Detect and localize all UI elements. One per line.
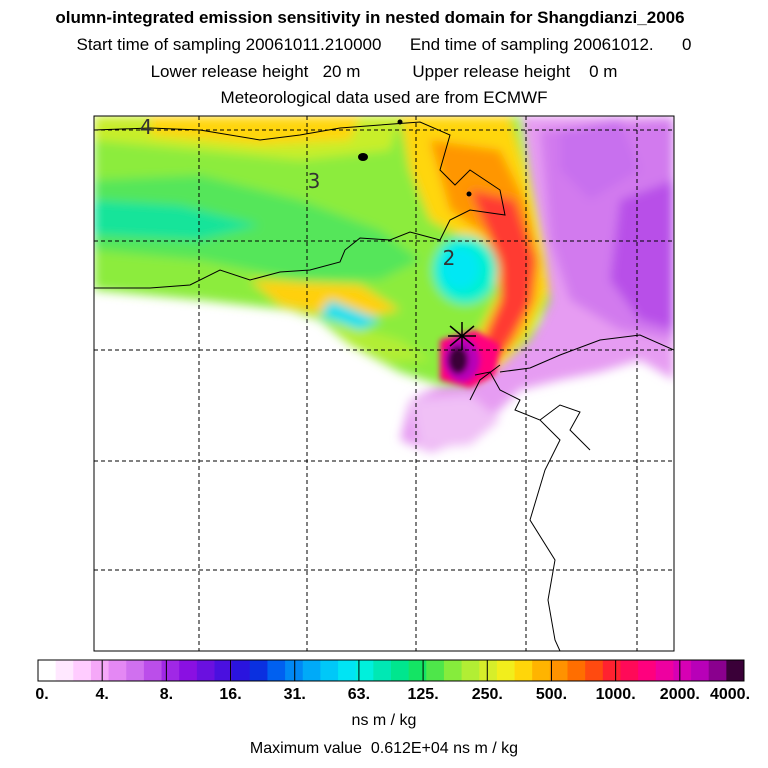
colorbar-swatch (726, 660, 745, 681)
colorbar-swatch (461, 660, 480, 681)
upper-release-value: 0 m (589, 62, 618, 81)
colorbar-tick-label: 8. (159, 686, 174, 703)
receptor-cross-icon (448, 322, 476, 350)
colorbar-swatch (143, 660, 163, 681)
maximum-value: 0.612E+04 (370, 740, 449, 757)
colorbar-tick-label: 0. (35, 686, 49, 703)
colorbar-swatch (408, 660, 427, 681)
colorbar-tick-label: 2000. (659, 686, 700, 703)
lower-release-label: Lower release height (150, 62, 309, 81)
colorbar-swatch (232, 660, 251, 681)
colorbar-swatch (108, 660, 127, 681)
colorbar-swatch (179, 660, 198, 681)
upper-release-label: Upper release height (412, 62, 571, 81)
colorbar-swatch (73, 660, 92, 681)
start-time-value: 20061011.210000 (245, 35, 382, 54)
colorbar-swatch (196, 660, 215, 681)
colorbar-frame (37, 659, 745, 682)
contour-label: 3 (308, 169, 321, 193)
colorbar-swatch (496, 660, 516, 681)
maximum-value-units: ns m / kg (453, 740, 519, 757)
colorbar-tick-label: 4000. (709, 686, 751, 703)
maximum-value-line: Maximum value 0.612E+04 ns m / kg (0, 740, 768, 758)
colorbar-swatch (638, 660, 657, 681)
colorbar-swatch (532, 660, 551, 681)
colorbar-tick-label: 63. (347, 686, 371, 703)
colorbar-swatch (126, 660, 145, 681)
maximum-value-label: Maximum value (249, 740, 362, 757)
colorbar-tick-label: 16. (219, 686, 242, 703)
colorbar-swatch (585, 660, 604, 681)
colorbar-swatch (673, 660, 692, 681)
colorbar-swatch (38, 660, 57, 681)
colorbar-units: ns m / kg (351, 712, 417, 729)
colorbar-swatch (514, 660, 533, 681)
colorbar-swatch (602, 660, 621, 681)
colorbar-swatch (355, 660, 374, 681)
colorbar-swatch (426, 660, 445, 681)
plot-frame (93, 115, 675, 652)
colorbar-swatch (214, 660, 233, 681)
colorbar-tick-label: 500. (535, 686, 568, 703)
colorbar-swatch (320, 660, 339, 681)
colorbar-tick-label: 4. (95, 686, 109, 703)
city-dot (466, 191, 472, 197)
colorbar-tick-label: 250. (471, 686, 503, 703)
colorbar-swatch (90, 660, 110, 681)
colorbar-swatch (391, 660, 410, 681)
colorbar-swatch (267, 660, 286, 681)
lower-release-value: 20 m (322, 62, 361, 81)
colorbar-swatch (55, 660, 74, 681)
lat-lon-grid (94, 116, 674, 651)
colorbar-swatch (567, 660, 586, 681)
contour-label: 4 (140, 115, 153, 139)
end-time-label: End time of sampling (409, 35, 569, 54)
colorbar-swatch (373, 660, 392, 681)
colorbar-swatch (249, 660, 268, 681)
contour-label: 2 (443, 246, 456, 270)
end-time-value: 20061012. (573, 35, 654, 54)
colorbar-swatch (549, 660, 568, 681)
colorbar (37, 659, 745, 682)
colorbar-swatch (691, 660, 710, 681)
end-time-suffix: 0 (682, 35, 692, 54)
city-dot (397, 119, 403, 125)
colorbar-swatch (708, 660, 727, 681)
colorbar-swatch (161, 660, 180, 681)
colorbar-swatch (443, 660, 463, 681)
plot-title: olumn-integrated emission sensitivity in… (55, 8, 685, 27)
coastlines (94, 121, 674, 651)
colorbar-swatch (479, 660, 498, 681)
lake-marker (358, 153, 368, 161)
low-sensitivity-region (400, 116, 674, 452)
colorbar-swatch (620, 660, 639, 681)
colorbar-swatch (285, 660, 304, 681)
colorbar-tick-label: 31. (283, 686, 306, 703)
met-data-note: Meteorological data used are from ECMWF (220, 88, 548, 107)
sampling-time-line: Start time of sampling 20061011.210000 E… (0, 35, 768, 55)
colorbar-swatch (655, 660, 674, 681)
start-time-label: Start time of sampling (76, 35, 241, 54)
colorbar-swatch (338, 660, 357, 681)
colorbar-swatch (302, 660, 321, 681)
colorbar-tick-label: 125. (407, 686, 439, 703)
release-height-line: Lower release height 20 m Upper release … (0, 62, 768, 82)
colorbar-tick-label: 1000. (595, 686, 636, 703)
